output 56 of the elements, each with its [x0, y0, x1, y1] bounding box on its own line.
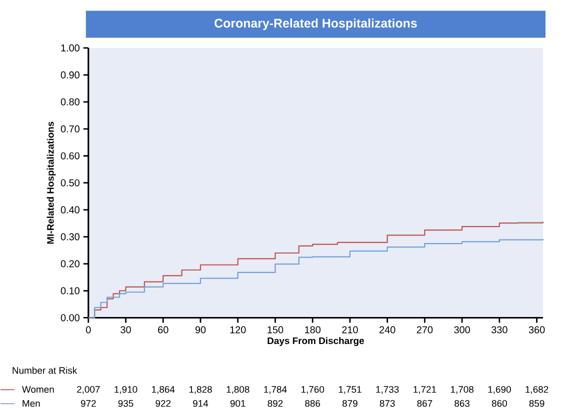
x-tick-label: 180 — [305, 326, 321, 334]
text: 914 — [193, 400, 208, 407]
legend-label: Men — [22, 400, 40, 407]
text: 1,751 — [338, 386, 362, 394]
text: 1,733 — [376, 386, 399, 394]
x-tick-label: 210 — [342, 326, 358, 334]
text: 1,828 — [189, 386, 212, 394]
text: 1,721 — [414, 386, 436, 394]
text: 1,690 — [488, 386, 511, 394]
text: 972 — [80, 400, 96, 407]
x-tick-label: 120 — [230, 326, 246, 334]
text: 892 — [268, 400, 283, 407]
text: Number at Risk — [12, 366, 78, 374]
y-tick-label: 0.70 — [60, 125, 80, 132]
y-tick-label: 0.40 — [60, 206, 80, 214]
x-axis-title: Days From Discharge — [268, 337, 364, 346]
x-tick-label: 300 — [454, 326, 470, 334]
text: 867 — [417, 400, 432, 407]
text: 1,760 — [301, 386, 324, 394]
y-tick-label: 0.30 — [60, 233, 80, 240]
x-tick-label: 150 — [268, 326, 284, 334]
y-tick-label: 1.00 — [61, 44, 80, 52]
y-tick-label: 0.80 — [60, 98, 80, 106]
legend-label: Women — [22, 386, 54, 393]
y-tick-label: 0.10 — [60, 287, 80, 294]
y-tick-label: 0.00 — [60, 314, 80, 322]
text: 863 — [454, 400, 470, 407]
text: 879 — [342, 400, 358, 407]
x-tick-label: 360 — [528, 326, 545, 334]
text: 901 — [230, 400, 246, 407]
text: 922 — [156, 400, 171, 407]
x-tick-label: 240 — [380, 326, 396, 334]
x-tick-label: 60 — [158, 326, 168, 334]
x-tick-label: 30 — [120, 326, 131, 334]
x-tick-label: 0 — [86, 326, 91, 334]
text: 935 — [118, 400, 134, 407]
chart-title: Coronary-Related Hospitalizations — [214, 18, 417, 30]
y-axis-title: MI-Related Hospitalizations — [46, 122, 56, 244]
text: 873 — [380, 400, 395, 407]
text: 1,708 — [450, 386, 474, 394]
text: 1,864 — [152, 386, 175, 394]
x-tick-label: 330 — [492, 326, 508, 334]
text: 886 — [305, 400, 320, 407]
x-tick-label: 90 — [195, 326, 206, 334]
x-tick-label: 270 — [416, 326, 433, 334]
text: 1,682 — [526, 386, 548, 394]
y-tick-label: 0.60 — [60, 152, 80, 160]
y-tick-label: 0.50 — [60, 179, 80, 186]
text: 1,910 — [114, 386, 138, 394]
y-tick-label: 0.20 — [60, 260, 80, 268]
text: 2,007 — [77, 386, 100, 394]
y-tick-label: 0.90 — [60, 71, 80, 78]
text: 859 — [529, 400, 544, 407]
text: 860 — [492, 400, 507, 407]
text: 1,784 — [264, 386, 287, 394]
text: 1,808 — [226, 386, 250, 394]
